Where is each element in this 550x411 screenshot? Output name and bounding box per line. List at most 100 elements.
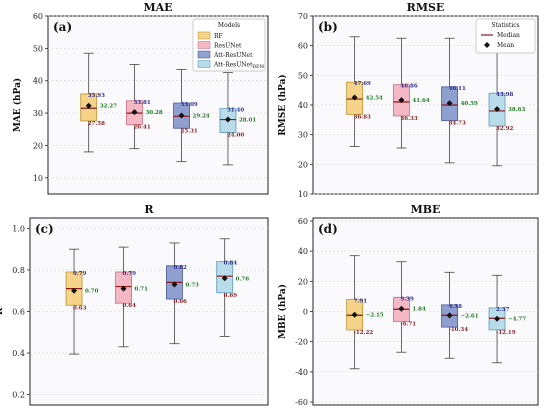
box-1: 0.79 0.63 0.70 — [65, 248, 99, 355]
mean-label: 0.71 — [135, 287, 149, 293]
box-3: 0.82 0.66 0.73 — [166, 242, 199, 345]
mean-marker — [178, 112, 185, 119]
q1-label: 25.31 — [181, 128, 198, 134]
q1-label: 27.58 — [88, 121, 105, 127]
y-tick-label: 60 — [33, 12, 43, 21]
legend-median-label: Median — [497, 32, 520, 39]
mean-label: 0.70 — [85, 289, 99, 295]
box-2: 9.39 -6.71 1.84 — [392, 261, 426, 353]
mean-marker — [351, 311, 358, 318]
q3-label: 46.11 — [449, 86, 466, 92]
legend-title: Models — [218, 22, 240, 29]
y-tick-label: 70 — [298, 12, 308, 21]
legend-swatch — [197, 60, 211, 68]
mean-marker — [494, 315, 501, 322]
q3-label: 0.84 — [224, 261, 238, 267]
mean-marker — [171, 281, 178, 288]
mean-marker — [131, 109, 138, 116]
mean-label: 30.28 — [145, 110, 162, 116]
panel-r: 0.2 0.4 0.6 0.8 1.0 R (c) R 0.79 0.63 0.70 0.79 0.64… — [0, 203, 269, 406]
q3-label: 46.86 — [400, 84, 417, 90]
panel-letter: (a) — [53, 20, 72, 34]
legend-label: Att-ResUNet — [213, 52, 253, 59]
legend-label: RF — [214, 33, 223, 40]
q1-label: -10.34 — [449, 327, 469, 333]
q3-label: 0.79 — [123, 271, 137, 277]
q3-label: 4.38 — [449, 304, 463, 310]
mean-marker — [494, 106, 501, 113]
mean-label: −4.77 — [508, 317, 526, 323]
y-tick-label: 60 — [298, 217, 308, 226]
mean-label: 41.64 — [412, 98, 429, 104]
panel-title: MBE — [411, 203, 441, 216]
q1-label: 0.64 — [123, 303, 137, 309]
q1-label: -6.71 — [400, 322, 416, 328]
mean-marker — [351, 94, 358, 101]
legend-label-subscript: DEM — [253, 64, 265, 70]
y-tick-label: 40 — [298, 247, 308, 256]
box-4: 31.40 24.00 28.01 — [219, 72, 256, 166]
panel-letter: (b) — [318, 20, 338, 34]
y-tick-label: 30 — [33, 109, 43, 118]
mean-marker — [398, 305, 405, 312]
q3-label: 2.37 — [496, 307, 510, 313]
legend-models: Models RF ResUNet Att-ResUNet Att-ResUNetDEM — [192, 18, 266, 72]
q3-label: 47.69 — [354, 81, 371, 87]
legend-label: Att-ResUNetDEM — [213, 62, 264, 71]
legend-label: ResUNet — [214, 43, 242, 50]
y-tick-label: 0 — [303, 308, 308, 317]
y-tick-label: -20 — [295, 338, 308, 347]
mean-label: 38.63 — [508, 107, 525, 113]
legend-statistics: Statistics Median Mean — [475, 18, 536, 54]
q1-label: 26.41 — [133, 125, 150, 131]
y-tick-label: 0.2 — [12, 391, 25, 400]
mean-marker — [71, 287, 78, 294]
y-tick-label: -40 — [295, 368, 308, 377]
box-3: 33.09 25.31 29.24 — [173, 69, 210, 163]
q1-label: 0.63 — [73, 305, 87, 311]
box-4: 0.84 0.69 0.76 — [216, 238, 250, 337]
box-4: 2.37 -12.19 −4.77 — [488, 274, 526, 364]
q1-label: 0.69 — [224, 293, 238, 299]
panel-title: R — [144, 203, 154, 216]
mean-label: 28.01 — [239, 118, 256, 124]
panel-title: RMSE — [407, 1, 445, 14]
box-3: 46.11 34.73 40.59 — [441, 37, 478, 164]
q3-label: 0.79 — [73, 271, 87, 277]
q1-label: 24.00 — [227, 133, 244, 139]
y-tick-label: 30 — [298, 131, 308, 140]
legend-box — [475, 18, 536, 54]
y-tick-label: 50 — [298, 71, 308, 80]
q3-label: 7.91 — [354, 299, 368, 305]
legend-swatch — [197, 31, 211, 40]
mean-marker — [398, 97, 405, 104]
y-tick-label: 0.6 — [12, 308, 25, 317]
box-1: 47.69 36.83 42.54 — [346, 36, 383, 147]
q3-label: 35.93 — [88, 93, 105, 99]
mean-marker — [446, 312, 453, 319]
q3-label: 31.40 — [227, 108, 244, 114]
y-tick-label: -60 — [295, 398, 308, 407]
legend-swatch — [197, 50, 211, 59]
q3-label: 33.09 — [181, 102, 198, 108]
q1-label: 32.92 — [496, 126, 513, 132]
box-1: 7.91 -12.22 −2.15 — [346, 255, 384, 370]
mean-label: 29.24 — [193, 114, 210, 120]
mean-label: 0.76 — [236, 276, 250, 282]
q1-label: -12.22 — [354, 330, 374, 336]
y-tick-label: 20 — [298, 277, 308, 286]
q1-label: 0.66 — [173, 299, 187, 305]
box-2: 33.81 26.41 30.28 — [126, 64, 163, 150]
mean-label: 42.54 — [366, 95, 383, 101]
mean-label: 1.84 — [412, 307, 426, 313]
panel-mbe: -60 -40 -20 0 20 40 60 MBE (d) MBE (hPa) 7.91 -12.2… — [277, 203, 539, 407]
y-tick-label: 10 — [298, 190, 308, 199]
mean-marker — [85, 102, 92, 109]
y-tick-label: 20 — [298, 160, 308, 169]
legend-swatch — [197, 41, 211, 49]
mean-marker — [221, 275, 228, 282]
y-axis-label: R — [0, 307, 5, 315]
legend-mean-marker — [484, 42, 490, 48]
y-tick-label: 40 — [298, 101, 308, 110]
mean-marker — [446, 100, 453, 107]
